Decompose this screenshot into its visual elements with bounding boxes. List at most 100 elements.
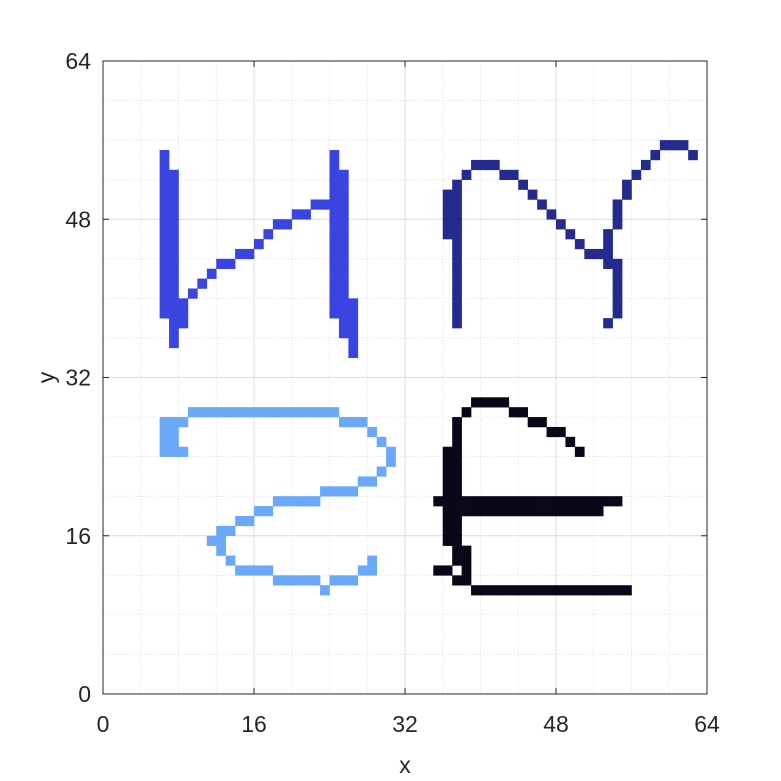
heatmap-cell [329,239,340,250]
heatmap-cell [461,545,472,556]
heatmap-cell [461,555,472,566]
heatmap-cell [452,298,462,309]
heatmap-cell [452,555,462,566]
heatmap-cell [442,525,453,537]
heatmap-cell [442,229,453,240]
heatmap-cell [235,565,245,576]
heatmap-cell [612,496,623,507]
heatmap-cell [338,229,349,240]
heatmap-cell [452,525,462,537]
heatmap-cell [216,407,226,418]
heatmap-cell [159,229,170,240]
heatmap-cell [537,496,547,507]
heatmap-cell [442,189,453,200]
heatmap-cell [622,179,632,190]
heatmap-cell [301,496,311,507]
plot-area [102,60,708,695]
heatmap-cell [603,258,613,270]
heatmap-cell [169,436,179,448]
heatmap-cell [178,318,189,329]
heatmap-cell [159,268,170,279]
heatmap-cell [603,318,613,329]
heatmap-cell [603,239,613,250]
heatmap-cell [489,159,500,171]
heatmap-cell [348,337,359,349]
heatmap-cell [216,525,226,537]
heatmap-cell [367,476,377,487]
heatmap-cell [338,278,349,289]
heatmap-cell [593,585,604,596]
heatmap-cell [537,585,547,596]
heatmap-cell [612,308,623,319]
heatmap-cell [159,159,170,171]
tick-labels: 0 16 32 48 64 0 16 32 48 64 [65,48,720,737]
glyph-1 [159,150,359,359]
heatmap-cell [159,436,170,448]
heatmap-cell [508,506,519,517]
heatmap-cell [631,169,642,180]
heatmap-cell [225,407,236,418]
heatmap-cell [499,169,510,180]
heatmap-cell [556,496,566,507]
y-axis-label: y [33,371,59,383]
heatmap-cell [442,456,453,467]
heatmap-cell [216,258,226,270]
heatmap-cell [169,298,179,309]
heatmap-cell [499,496,510,507]
heatmap-cell [272,575,283,586]
heatmap-cell [527,506,538,517]
heatmap-cell [272,407,283,418]
heatmap-cell [367,426,377,438]
heatmap-cell [357,565,368,576]
heatmap-cell [442,199,453,210]
heatmap-cell [442,209,453,220]
heatmap-cell [688,150,698,161]
heatmap-cell [452,466,462,477]
heatmap-cell [159,189,170,200]
heatmap-cell [291,575,302,586]
heatmap-cell [452,535,462,546]
heatmap-cell [159,209,170,220]
heatmap-cell [584,506,595,517]
heatmap-cell [159,169,170,180]
heatmap-cells [159,140,698,596]
heatmap-cell [480,397,491,408]
heatmap-cell [452,545,462,556]
x-tick-label: 64 [694,711,720,737]
heatmap-cell [489,506,500,517]
heatmap-cell [348,318,359,329]
heatmap-cell [291,407,302,418]
heatmap-cell [310,407,321,418]
heatmap-cell [159,150,170,161]
heatmap-cell [244,565,255,576]
heatmap-cell [244,248,255,260]
heatmap-cell [508,496,519,507]
heatmap-cell [301,407,311,418]
heatmap-cell [320,199,330,210]
x-tick-label: 48 [543,711,569,737]
heatmap-cell [348,486,359,497]
heatmap-cell [169,209,179,220]
heatmap-cell [338,268,349,279]
heatmap-cell [442,466,453,477]
heatmap-cell [433,496,444,507]
heatmap-cell [367,555,377,566]
heatmap-cell [310,575,321,586]
heatmap-cell [159,288,170,299]
heatmap-cell [593,496,604,507]
heatmap-cell [329,575,340,586]
heatmap-cell [442,219,453,230]
heatmap-cell [169,337,179,349]
heatmap-cell [546,209,557,220]
heatmap-cell [159,426,170,438]
heatmap-cell [480,506,491,517]
heatmap-cell [329,199,340,210]
heatmap-cell [565,506,576,517]
heatmap-cell [612,268,623,279]
heatmap-cell [329,150,340,161]
heatmap-cell [574,496,585,507]
heatmap-cell [329,278,340,289]
heatmap-cell [452,486,462,497]
heatmap-cell [480,585,491,596]
